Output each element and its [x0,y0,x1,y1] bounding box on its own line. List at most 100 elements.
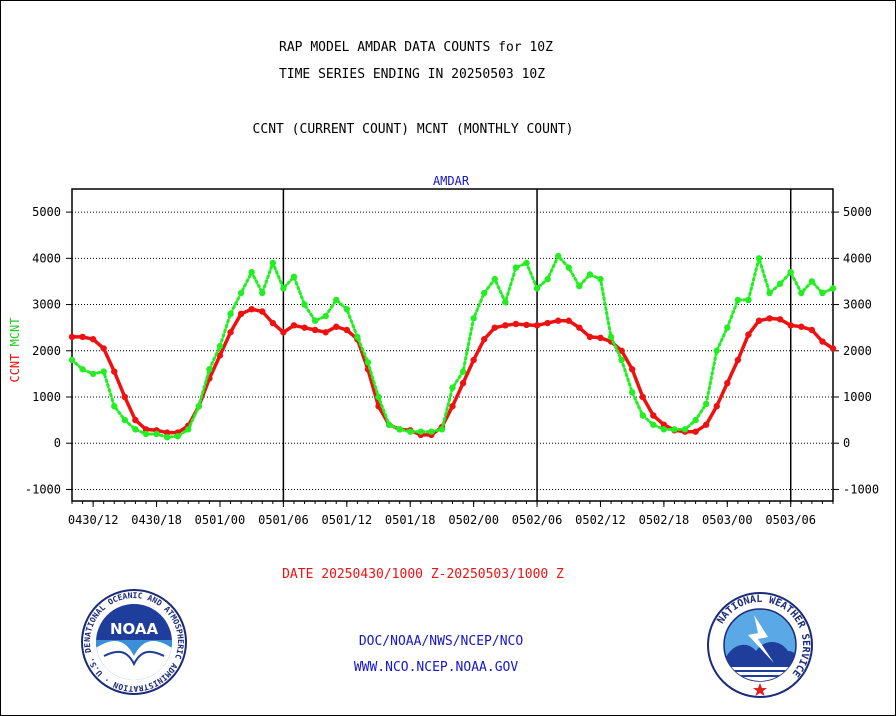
data-point-mcnt [681,426,689,433]
data-point-mcnt [290,273,298,281]
data-point-ccnt [132,416,139,424]
data-point-mcnt [132,426,139,433]
data-point-ccnt [819,338,826,345]
y-tick-label-left: 1000 [32,390,61,404]
y-tick-label-right: 5000 [843,205,872,219]
y-tick-label-left: 3000 [32,298,61,312]
data-point-ccnt [237,310,245,317]
data-point-ccnt [343,326,351,334]
data-point-ccnt [280,329,287,336]
website-link[interactable]: WWW.NCO.NCEP.NOAA.GOV [354,660,519,675]
data-point-ccnt [290,322,298,329]
data-point-mcnt [89,370,97,378]
data-point-mcnt [121,416,129,424]
data-point-ccnt [544,319,551,327]
svg-text:CCNT MCNT: CCNT MCNT [8,317,22,382]
data-point-ccnt [523,321,530,329]
data-point-mcnt [819,289,826,297]
data-point-ccnt [375,403,382,410]
data-point-mcnt [269,259,277,267]
data-point-ccnt [142,426,150,433]
noaa-logo: NATIONAL OCEANIC AND ATMOSPHERIC ADMINIS… [81,589,187,695]
y-tick-label-right: 1000 [843,390,872,404]
data-point-mcnt [227,310,234,317]
y-tick-label-left: -1000 [25,482,61,496]
data-point-mcnt [692,416,699,424]
data-point-mcnt [491,275,498,283]
data-point-mcnt [470,315,477,322]
y-tick-label-left: 0 [54,436,61,450]
data-point-mcnt [798,289,805,297]
data-point-mcnt [533,285,541,292]
x-tick-label: 0501/00 [195,513,246,527]
data-point-ccnt [734,356,742,364]
data-point-mcnt [523,259,530,267]
x-tick-label: 0501/18 [385,513,436,527]
data-point-ccnt [660,421,668,428]
data-point-ccnt [89,336,97,343]
data-point-ccnt [755,317,763,324]
data-point-ccnt [787,322,794,329]
data-point-ccnt [311,326,319,334]
data-point-ccnt [798,323,805,330]
data-point-ccnt [301,324,308,331]
x-tick-label: 0501/06 [258,513,309,527]
data-point-ccnt [68,333,76,341]
x-tick-label: 0430/18 [131,513,182,527]
data-point-mcnt [354,333,361,341]
data-point-mcnt [776,280,784,287]
y-tick-label-right: 2000 [843,344,872,358]
data-point-ccnt [639,393,646,401]
data-point-mcnt [576,282,583,290]
x-tick-label: 0503/00 [702,513,753,527]
data-point-ccnt [745,331,752,338]
data-point-mcnt [68,356,76,364]
data-point-mcnt [554,252,562,260]
data-point-ccnt [702,421,710,428]
data-point-mcnt [787,269,794,276]
data-point-mcnt [311,317,319,324]
data-point-mcnt [174,433,181,440]
grid-layer [72,211,833,490]
y-tick-label-right: 3000 [843,298,872,312]
data-point-mcnt [565,264,572,271]
data-point-mcnt [502,299,509,306]
x-tick-label: 0501/12 [322,513,373,527]
axes-layer [66,188,839,507]
y-axis-label-ccnt: CCNT [8,354,22,383]
data-point-mcnt [142,430,150,438]
data-point-mcnt [660,426,668,433]
data-point-ccnt [586,333,594,341]
data-point-mcnt [322,312,329,320]
data-point-mcnt [301,301,308,308]
data-point-ccnt [808,326,816,334]
data-point-mcnt [364,359,372,366]
data-point-mcnt [597,275,604,283]
data-point-ccnt [216,352,224,359]
data-point-mcnt [586,271,594,278]
data-point-mcnt [248,269,255,276]
nws-star-icon [753,683,767,696]
data-point-ccnt [259,308,266,315]
date-range-label: DATE 20250430/1000 Z-20250503/1000 Z [282,567,564,582]
series-line-ccnt [72,307,834,437]
x-tick-label: 0502/12 [575,513,626,527]
data-point-mcnt [407,428,414,435]
data-point-mcnt [766,289,773,297]
data-point-ccnt [576,324,583,331]
y-tick-label-right: -1000 [843,482,879,496]
data-point-ccnt [692,428,699,435]
y-tick-label-left: 2000 [32,344,61,358]
data-point-ccnt [597,334,604,342]
data-point-ccnt [459,379,467,387]
data-point-ccnt [512,320,520,328]
org-link[interactable]: DOC/NOAA/NWS/NCEP/NCO [359,634,524,649]
data-point-mcnt [428,428,435,435]
x-tick-label: 0502/06 [512,513,563,527]
data-point-ccnt [121,393,129,401]
data-point-ccnt [554,317,562,324]
data-point-mcnt [417,428,424,435]
data-point-mcnt [755,255,763,262]
data-point-mcnt [639,412,646,419]
data-point-mcnt [808,278,816,285]
